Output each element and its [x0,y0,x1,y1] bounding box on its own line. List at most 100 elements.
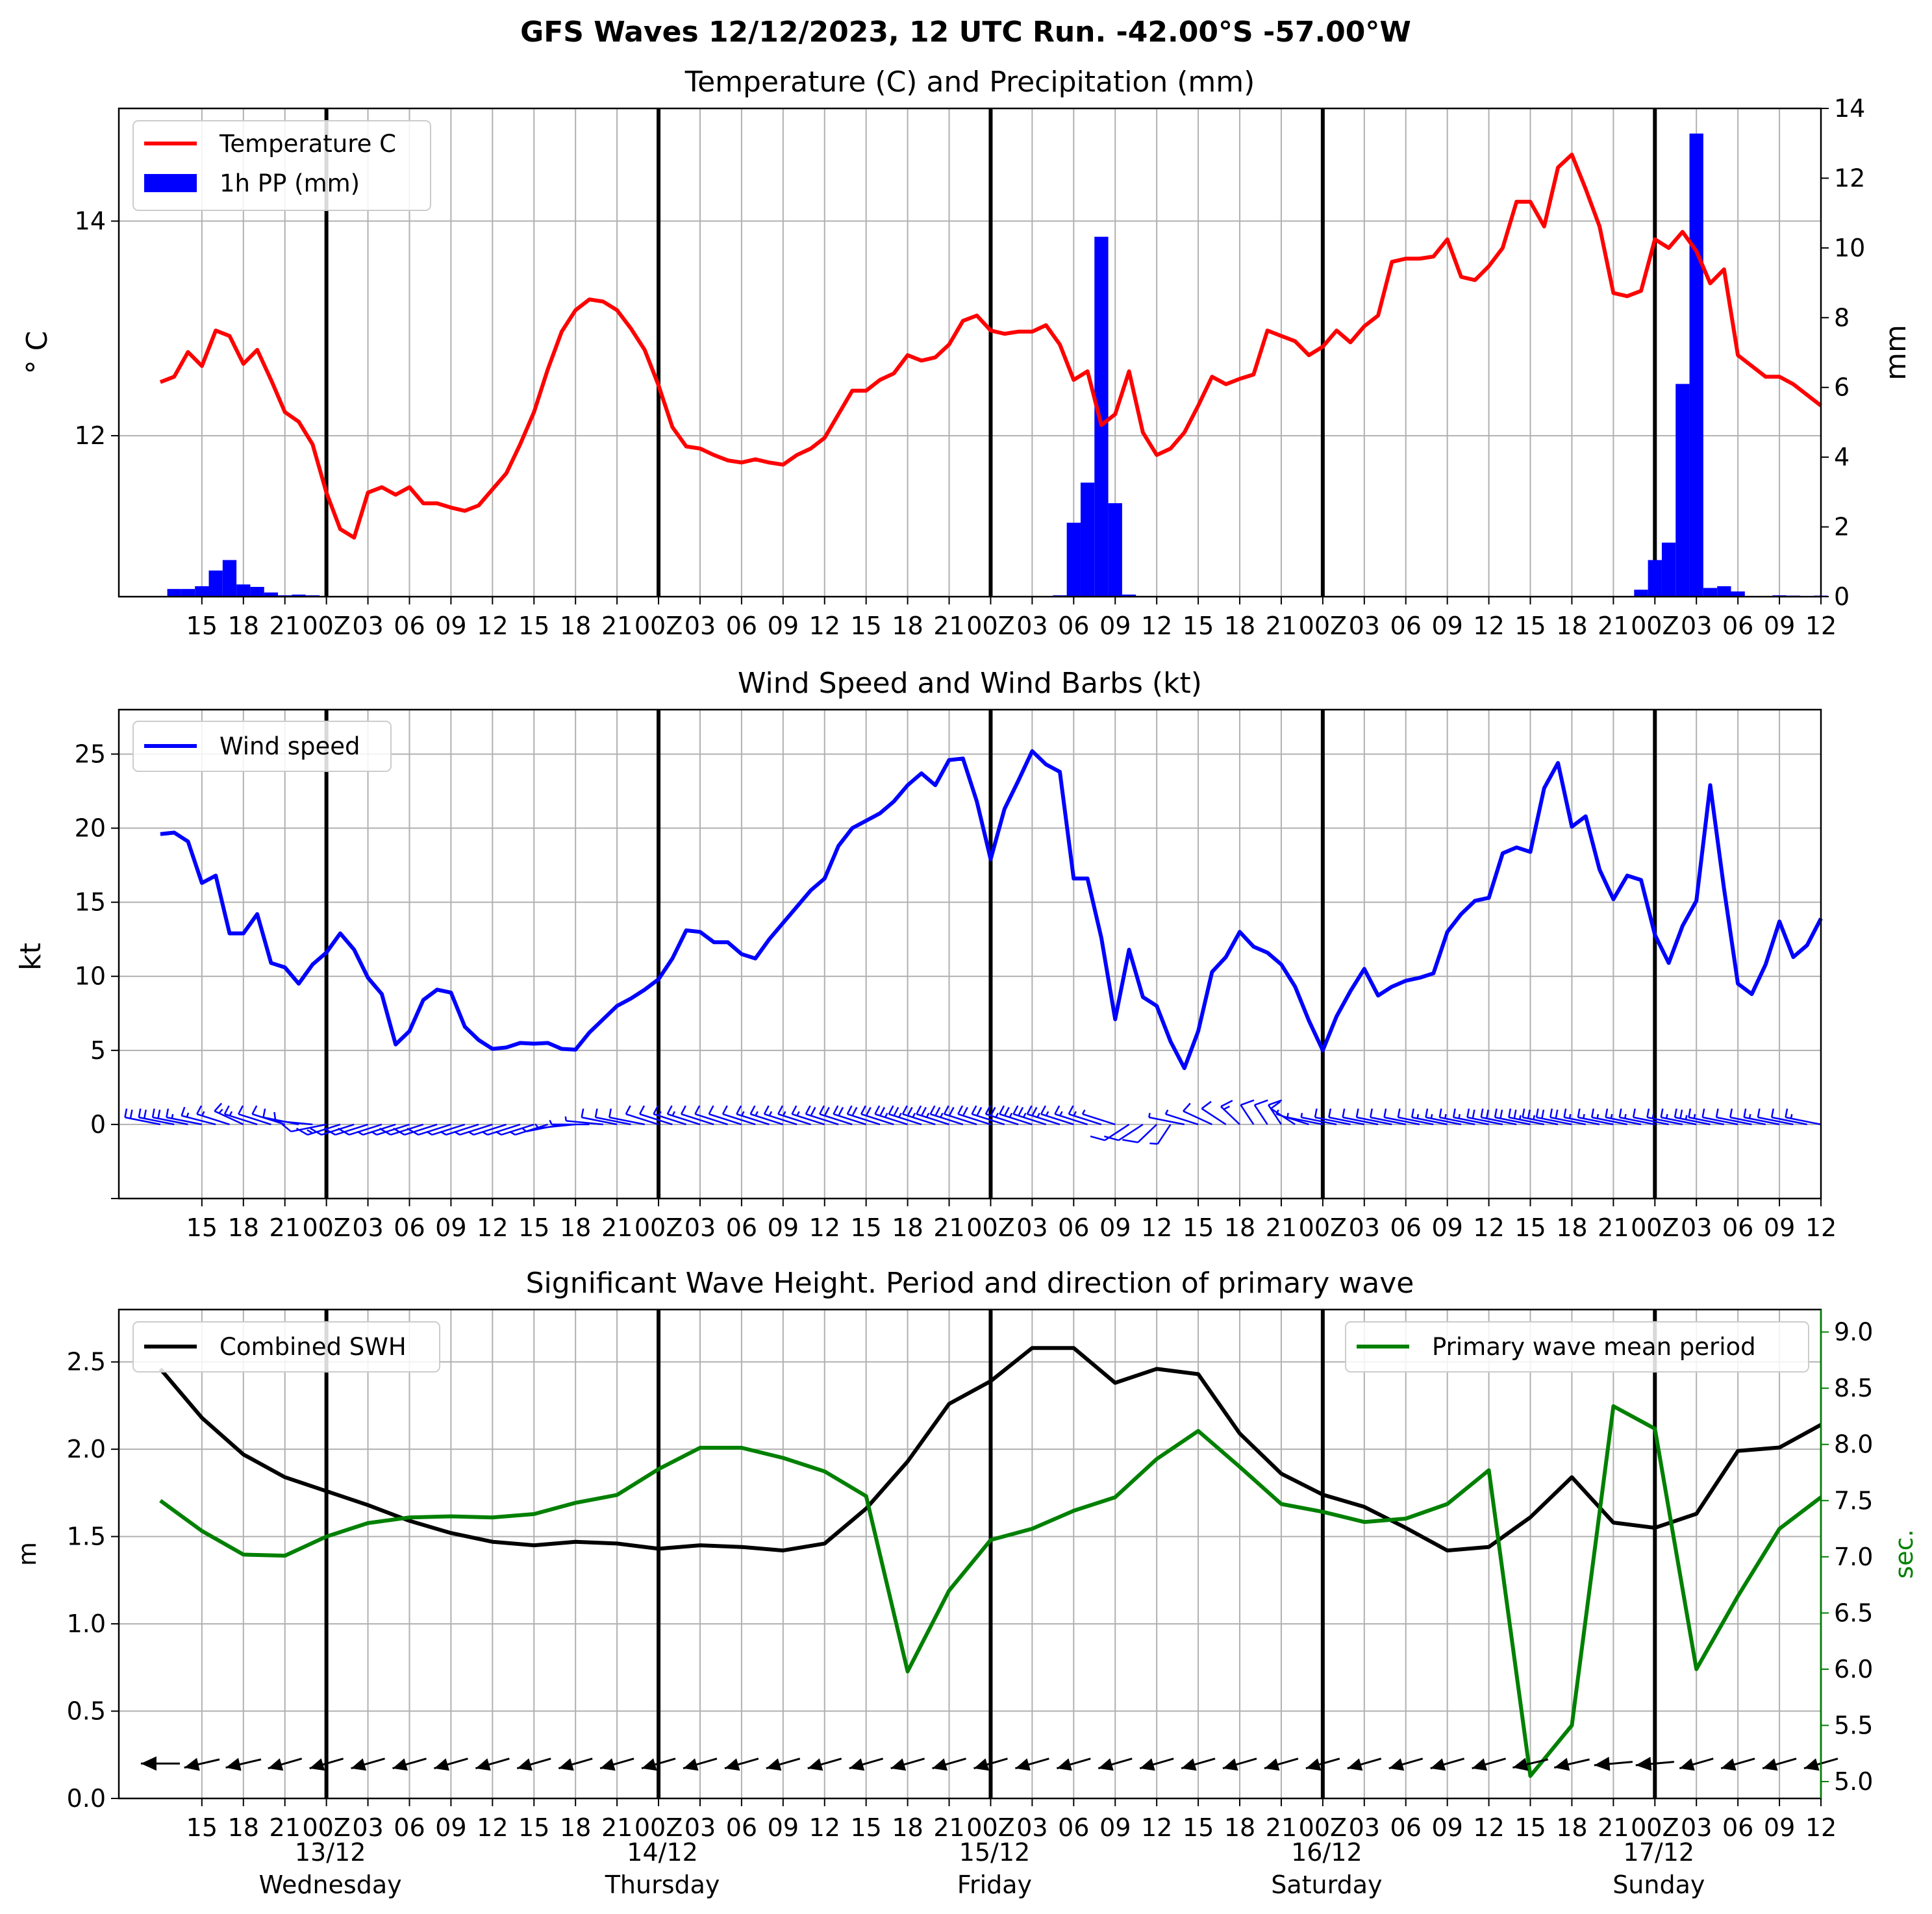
arrow-head [1512,1758,1529,1771]
barb-half [453,1130,460,1136]
wind-barb [1701,1108,1738,1126]
legend-label-precip: 1h PP (mm) [220,169,360,197]
barb-shaft [418,1123,451,1136]
barb-shaft [709,1113,742,1126]
precip-bar [1675,384,1690,597]
barb-flag [1201,1100,1212,1110]
x-tick-label: 03 [1016,612,1048,640]
date-label: 13/12 [295,1838,366,1867]
wind-barb [281,1123,327,1133]
arrow-head [1763,1758,1778,1771]
arrow-head [600,1758,616,1771]
x-tick-label: 09 [768,1813,799,1842]
x-tick-label: 18 [1224,1213,1255,1242]
x-tick-label: 15 [851,612,882,640]
barb-flag [1577,1108,1581,1118]
y-tick-label: 2.5 [67,1348,106,1376]
x-tick-label: 18 [1224,612,1255,640]
wind-barb [1438,1108,1475,1126]
barb-shaft [473,1123,507,1136]
barb-flag [976,1106,983,1117]
barb-flag [833,1105,839,1115]
arrow-head [1721,1758,1737,1771]
x-tick-label: 09 [1099,1213,1131,1242]
barb-shaft [1356,1116,1392,1126]
barb-half [1610,1113,1613,1119]
wave-direction-arrow [849,1758,884,1771]
precip-bar [1689,133,1703,597]
wind-barb [1522,1108,1559,1126]
barb-flag [1508,1108,1512,1118]
barb-shaft [1744,1116,1780,1126]
precip-bar [236,584,251,597]
date-label: 16/12 [1291,1838,1362,1867]
precip-bar [264,592,279,597]
y-right-tick-label: 0 [1834,582,1850,611]
barb-shaft [138,1116,175,1126]
barb-half [898,1112,902,1118]
x-tick-label: 00Z [634,1813,683,1842]
x-tick-label: 18 [560,1213,591,1242]
barb-shaft [625,1113,659,1126]
barb-half [218,1108,223,1114]
barb-flag [810,1106,816,1117]
x-tick-label: 03 [1681,612,1712,640]
arrow-head [724,1758,740,1771]
barb-half [912,1112,916,1118]
wind-barb [468,1123,507,1136]
barb-flag [1104,1135,1119,1141]
wind-barb [1149,1124,1172,1145]
barb-half [796,1111,800,1117]
barb-flag [879,1106,886,1117]
x-tick-label: 09 [1099,1813,1131,1842]
barb-shaft [1301,1116,1337,1126]
barb-shaft [459,1123,493,1136]
barb-flag [948,1106,955,1117]
x-tick-label: 09 [435,1813,466,1842]
x-tick-label: 15 [851,1813,882,1842]
wind-barb [708,1105,742,1126]
barb-shaft [1619,1116,1655,1126]
y-right-tick-label: 7.0 [1834,1543,1873,1571]
x-tick-label: 21 [1598,1813,1629,1842]
barb-flag [157,1110,161,1119]
x-tick-label: 12 [1473,1813,1504,1842]
x-tick-label: 18 [892,612,923,640]
wave-direction-arrow [516,1758,551,1771]
arrow-head [1305,1758,1322,1771]
barb-flag [666,1105,673,1115]
barb-flag [1438,1108,1442,1118]
wind-barb [1452,1108,1489,1126]
x-tick-label: 00Z [634,1213,683,1242]
x-tick-label: 15 [1514,612,1546,640]
barb-shaft [1702,1116,1738,1126]
barb-half [495,1130,502,1136]
x-tick-label: 12 [1141,1813,1172,1842]
barb-flag [581,1108,584,1118]
wind-barb [181,1106,216,1126]
wind-barb [1618,1108,1655,1126]
barb-shaft [321,1123,355,1136]
x-tick-label: 09 [768,1213,799,1242]
wind-barb [721,1105,756,1126]
barb-flag [1054,1105,1060,1115]
barb-half [1286,1113,1289,1118]
arrow-head [1594,1756,1611,1771]
wind-barb [1183,1102,1212,1126]
barb-shaft [595,1116,631,1126]
barb-shaft [501,1123,534,1136]
day-label: Thursday [605,1870,720,1899]
legend-box [132,721,392,772]
wind-barb [1268,1099,1283,1125]
barb-shaft [1220,1106,1240,1125]
barb-flag [874,1105,881,1115]
barb-half [1430,1113,1433,1119]
barb-flag [639,1105,646,1115]
wind-barb [1715,1108,1752,1126]
x-tick-label: 00Z [302,1213,350,1242]
barb-shaft [1398,1116,1434,1126]
wind-barb [1342,1108,1379,1126]
x-tick-label: 21 [601,1213,633,1242]
x-tick-label: 12 [477,1213,508,1242]
